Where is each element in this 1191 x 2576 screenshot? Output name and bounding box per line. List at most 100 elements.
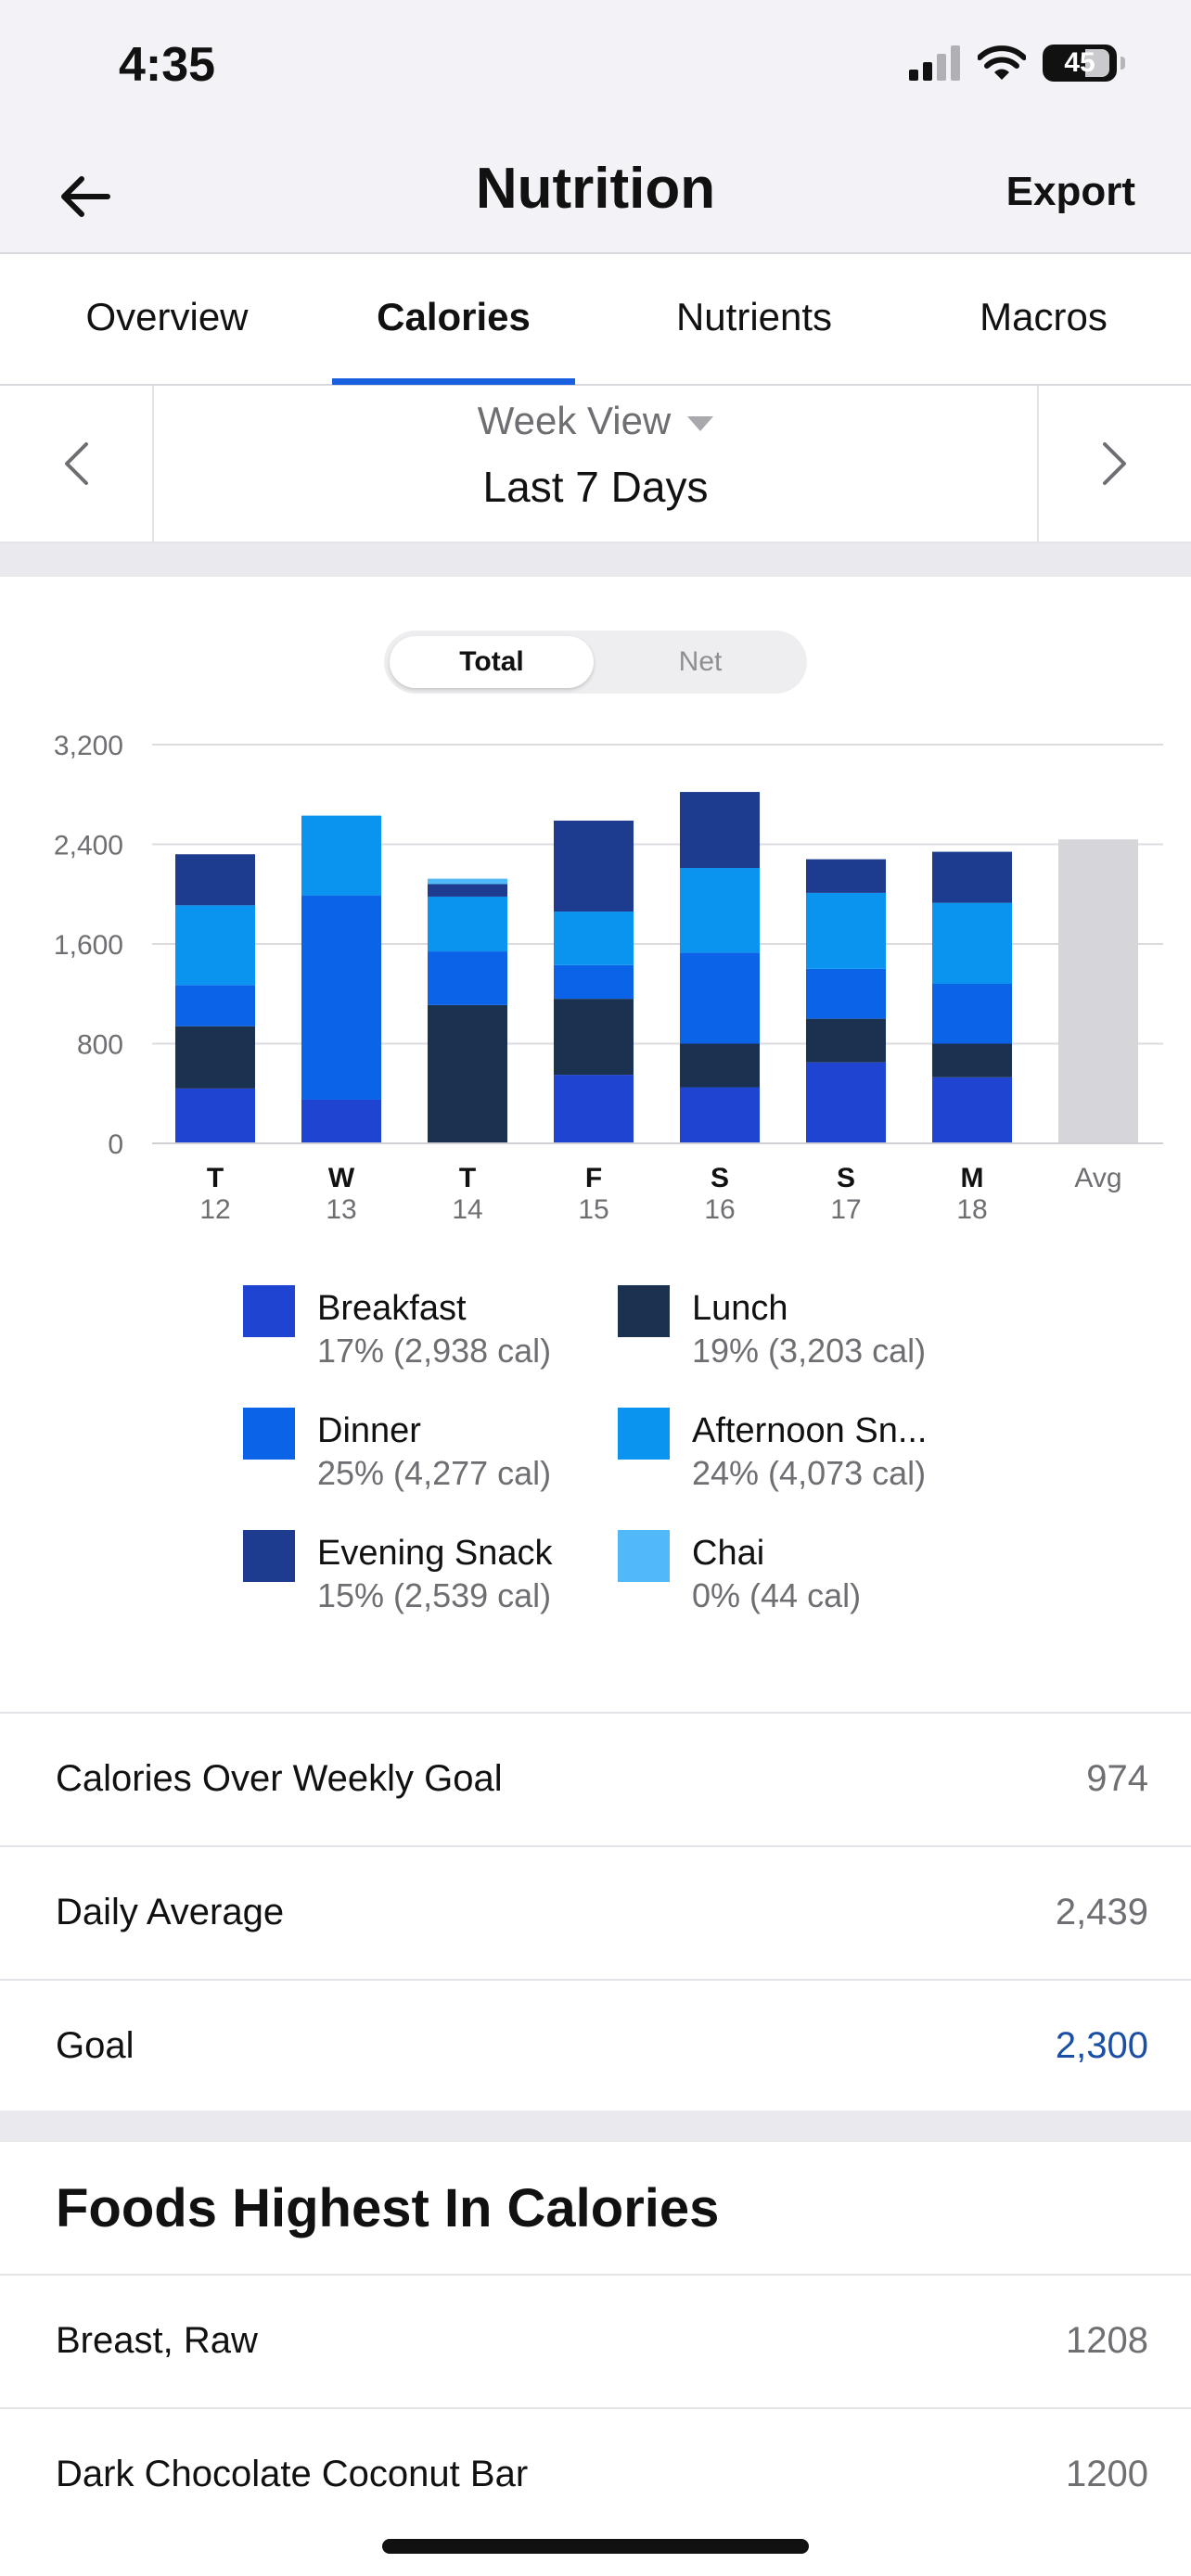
chart-bar-segment [428, 1004, 507, 1143]
x-tick-label: Avg [1074, 1163, 1121, 1193]
y-tick-label: 3,200 [54, 731, 123, 761]
total-net-toggle: Total Net [384, 631, 807, 694]
chart-bar-segment [680, 1087, 760, 1143]
list-item[interactable]: Dark Chocolate Coconut Bar 1200 [0, 2407, 1191, 2541]
section-divider [0, 2111, 1191, 2142]
stat-row-daily-average[interactable]: Daily Average 2,439 [0, 1845, 1191, 1979]
tab-calories[interactable]: Calories [377, 295, 531, 338]
legend-value: 24% (4,073 cal) [692, 1454, 927, 1492]
chart-legend: Breakfast 17% (2,938 cal) Lunch 19% (3,2… [243, 1282, 985, 1634]
x-tick-label: M [961, 1163, 984, 1193]
calories-bar-chart: 08001,6002,4003,200T12W13T14F15S16S17M18… [54, 731, 1163, 1225]
status-icons: 45 [909, 45, 1125, 82]
x-tick-label: T [459, 1163, 476, 1193]
page-title: Nutrition [475, 157, 716, 221]
legend-item-evening-snack: Evening Snack 15% (2,539 cal) [243, 1526, 614, 1628]
y-tick-label: 1,600 [54, 930, 123, 961]
battery-level: 45 [1064, 47, 1095, 78]
chart-bar-segment [680, 868, 760, 953]
chart-bar-average [1058, 839, 1138, 1143]
stat-value: 2,439 [1055, 1892, 1148, 1932]
chart-bar-segment [175, 985, 255, 1027]
x-tick-label: F [585, 1163, 602, 1193]
x-tick-date-label: 15 [578, 1194, 608, 1225]
tab-bar: Overview Calories Nutrients Macros [0, 254, 1191, 386]
chart-bar-segment [175, 854, 255, 906]
tab-overview[interactable]: Overview [85, 295, 249, 338]
chart-bar-segment [806, 892, 886, 969]
legend-name: Dinner [317, 1411, 421, 1450]
arrow-left-icon [61, 176, 110, 217]
chart-bar-segment [932, 1043, 1012, 1078]
x-tick-date-label: 17 [830, 1194, 861, 1225]
x-tick-date-label: 16 [704, 1194, 735, 1225]
tab-macros[interactable]: Macros [980, 295, 1108, 338]
nav-bar: Nutrition Export [0, 139, 1191, 254]
toggle-net-option[interactable]: Net [678, 646, 723, 677]
stat-label: Daily Average [56, 1892, 285, 1932]
x-tick-date-label: 13 [326, 1194, 356, 1225]
tab-nutrients[interactable]: Nutrients [675, 295, 833, 338]
x-tick-date-label: 14 [452, 1194, 482, 1225]
legend-name: Lunch [692, 1289, 788, 1328]
chart-bar-segment [301, 895, 381, 1100]
wifi-icon [978, 45, 1026, 80]
chart-bar-segment [428, 951, 507, 1005]
previous-range-button[interactable] [0, 386, 154, 542]
list-item[interactable]: Breast, Raw 1208 [0, 2274, 1191, 2407]
view-selector-label: Week View [477, 399, 672, 442]
calorie-stats: Calories Over Weekly Goal 974 Daily Aver… [0, 1712, 1191, 2112]
stat-label: Calories Over Weekly Goal [56, 1758, 503, 1799]
next-range-button[interactable] [1037, 386, 1191, 542]
chart-bar-segment [806, 859, 886, 893]
chart-bar-segment [932, 851, 1012, 903]
signal-icon [909, 45, 960, 81]
export-button[interactable]: Export [1005, 169, 1135, 214]
legend-swatch [243, 1285, 295, 1337]
legend-name: Afternoon Sn... [692, 1411, 928, 1450]
x-tick-label: W [328, 1163, 355, 1193]
stat-value: 974 [1086, 1758, 1148, 1799]
home-indicator [382, 2539, 809, 2554]
chevron-left-icon [65, 442, 88, 485]
food-name: Dark Chocolate Coconut Bar [56, 2454, 529, 2494]
legend-value: 19% (3,203 cal) [692, 1332, 927, 1370]
view-selector[interactable]: Week View [478, 399, 714, 442]
stat-row-goal[interactable]: Goal 2,300 [0, 1979, 1191, 2112]
chart-bar-segment [554, 964, 634, 1000]
food-calories: 1200 [1066, 2454, 1148, 2494]
legend-item-afternoon-snack: Afternoon Sn... 24% (4,073 cal) [618, 1404, 989, 1506]
legend-value: 17% (2,938 cal) [317, 1332, 552, 1370]
back-button[interactable] [48, 159, 122, 234]
toggle-total-option[interactable]: Total [390, 636, 594, 688]
chart-bar-segment [175, 905, 255, 986]
chevron-right-icon [1103, 442, 1126, 485]
page-title-wrap: Nutrition [0, 156, 1191, 222]
legend-item-chai: Chai 0% (44 cal) [618, 1526, 989, 1628]
chart-bar-segment [428, 896, 507, 952]
legend-value: 25% (4,277 cal) [317, 1454, 552, 1492]
y-tick-label: 800 [77, 1030, 123, 1061]
chart-bar-segment [175, 1026, 255, 1089]
chart-bar-segment [554, 912, 634, 965]
x-tick-date-label: 12 [199, 1194, 230, 1225]
x-tick-label: S [711, 1163, 729, 1193]
foods-section-title: Foods Highest In Calories [56, 2178, 720, 2238]
y-tick-label: 2,400 [54, 831, 123, 861]
legend-name: Breakfast [317, 1289, 467, 1328]
x-tick-label: T [207, 1163, 224, 1193]
chart-bar-segment [680, 1043, 760, 1088]
stat-label: Goal [56, 2025, 134, 2066]
chart-bar-segment [554, 999, 634, 1076]
legend-swatch [618, 1530, 670, 1582]
section-divider [0, 543, 1191, 577]
legend-value: 15% (2,539 cal) [317, 1576, 552, 1614]
chart-bar-segment [428, 884, 507, 897]
range-label: Last 7 Days [482, 463, 709, 511]
food-calories: 1208 [1066, 2320, 1148, 2361]
y-tick-label: 0 [108, 1129, 123, 1160]
food-name: Breast, Raw [56, 2320, 258, 2361]
legend-name: Chai [692, 1534, 765, 1573]
legend-item-dinner: Dinner 25% (4,277 cal) [243, 1404, 614, 1506]
stat-row-over-goal[interactable]: Calories Over Weekly Goal 974 [0, 1712, 1191, 1845]
